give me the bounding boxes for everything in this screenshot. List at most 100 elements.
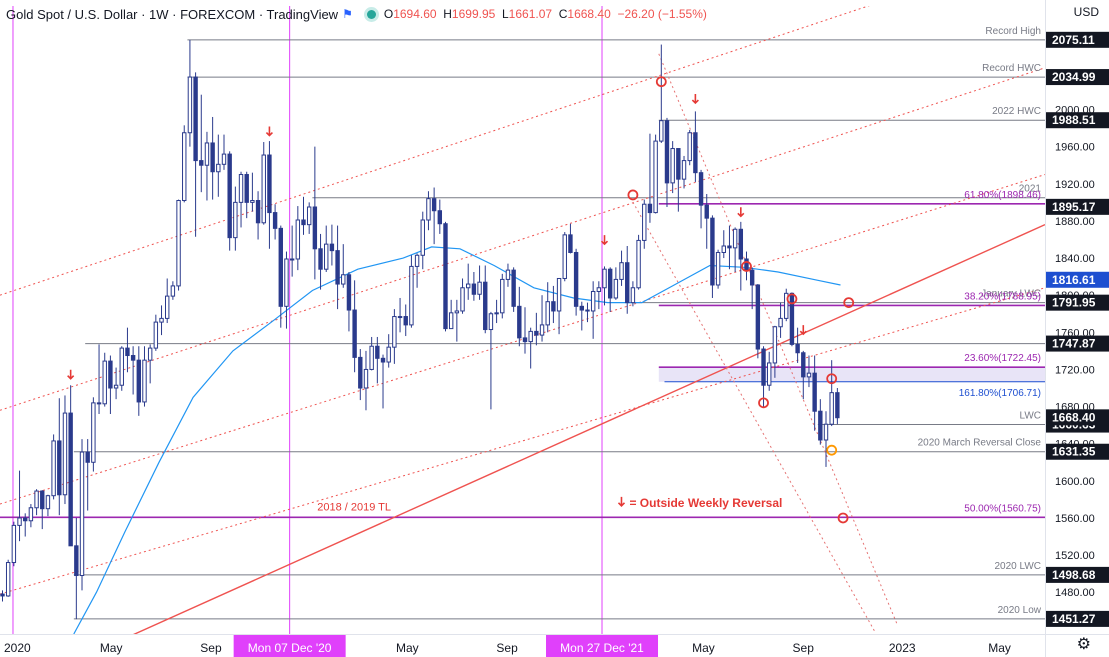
down-arrow-icon (265, 126, 273, 137)
candle (517, 286, 522, 347)
down-arrow-icon (600, 235, 609, 246)
candle-body (159, 317, 164, 323)
candle-body (57, 440, 62, 496)
down-arrow-icon (799, 325, 807, 336)
candle (414, 253, 420, 288)
level-label: 2020 LWC (994, 561, 1041, 572)
candle (761, 346, 766, 407)
candle-body (823, 423, 829, 441)
level-label: 2022 HWC (992, 106, 1041, 117)
candle-body (341, 274, 346, 285)
candle (613, 267, 619, 300)
price-tag-label: 1895.17 (1052, 200, 1096, 214)
candle-body (528, 330, 533, 343)
candle-body (562, 234, 567, 279)
candle-body (380, 357, 386, 363)
fib-label: 61.80%(1898.46) (964, 190, 1041, 201)
candle-body (556, 277, 562, 312)
candle-body (301, 219, 306, 226)
candle (28, 504, 34, 528)
candle (153, 314, 159, 351)
candle-body (636, 239, 641, 289)
candle-body (431, 198, 437, 212)
candle (732, 227, 738, 272)
flag-icon[interactable]: ⚑ (342, 7, 353, 21)
candle (500, 273, 505, 319)
candle-body (585, 309, 590, 312)
candle (244, 171, 249, 219)
currency-selector[interactable]: USD (1073, 5, 1099, 19)
candle-body (596, 287, 602, 292)
candle-body (613, 278, 619, 299)
candle-body (216, 163, 221, 173)
candle (392, 309, 397, 364)
candle (329, 224, 335, 266)
change-value: −26.20 (−1.55%) (617, 7, 707, 21)
x-tick-label: 2020 (4, 641, 31, 655)
candle (749, 267, 755, 310)
candle-body (306, 206, 312, 226)
candle (278, 225, 283, 328)
level-label: Record HWC (982, 63, 1041, 74)
candle (210, 116, 215, 200)
candle-body (312, 206, 318, 250)
candle (113, 367, 119, 400)
candle (119, 346, 124, 391)
candle-body (647, 203, 653, 214)
candle-body (244, 174, 249, 203)
candle (551, 285, 556, 324)
candle (216, 134, 221, 197)
candle-body (102, 360, 107, 405)
candle (312, 146, 318, 280)
candle-body (289, 258, 295, 261)
symbol-title[interactable]: Gold Spot / U.S. Dollar · 1W · FOREXCOM … (6, 6, 339, 22)
candle-body (403, 316, 408, 326)
candle-body (352, 309, 357, 358)
candle-body (17, 517, 22, 526)
candle-body (267, 154, 272, 214)
y-tick-label: 1920.00 (1055, 179, 1095, 191)
candle-body (62, 412, 68, 496)
candle (806, 355, 812, 388)
candle-body (409, 265, 414, 326)
y-tick-label: 1880.00 (1055, 216, 1095, 228)
candle-body (34, 490, 39, 509)
candle (5, 559, 11, 597)
candle (772, 325, 778, 378)
price-tag-bg (1046, 443, 1109, 460)
close-value: 1668.40 (567, 7, 611, 21)
low-value: 1661.07 (508, 7, 553, 21)
candle-body (113, 384, 119, 389)
candle-body (210, 142, 215, 173)
pivot-marker (786, 293, 798, 305)
plot-area (0, 6, 1045, 634)
candle-body (829, 392, 834, 425)
level-label: January LWC (981, 289, 1041, 300)
candle-body (710, 217, 715, 286)
candle (130, 346, 136, 395)
price-tag-bg (1046, 112, 1109, 129)
candle (437, 199, 443, 234)
candle (477, 265, 482, 300)
gear-icon[interactable]: ⚙ (1076, 636, 1091, 653)
price-tag-label: 2034.99 (1052, 70, 1096, 84)
pivot-marker (741, 261, 752, 272)
x-tick-label: May (988, 641, 1011, 655)
candle (630, 281, 636, 307)
candle-body (420, 219, 425, 256)
candle (534, 312, 539, 346)
pivot-marker (837, 512, 849, 524)
price-tag-label: 1668.40 (1052, 410, 1096, 424)
candle-body (74, 545, 79, 577)
ohlc-readout: O1694.60 H1699.95 L1661.07 C1668.40 −26.… (383, 7, 707, 21)
level-label: Record High (985, 26, 1041, 37)
candle-body (238, 174, 244, 203)
candle (539, 295, 545, 342)
candle-body (664, 120, 670, 184)
candle (295, 206, 301, 271)
candle-body (789, 292, 795, 345)
candle-body (619, 262, 624, 280)
candle (647, 133, 653, 223)
candle (778, 302, 783, 338)
